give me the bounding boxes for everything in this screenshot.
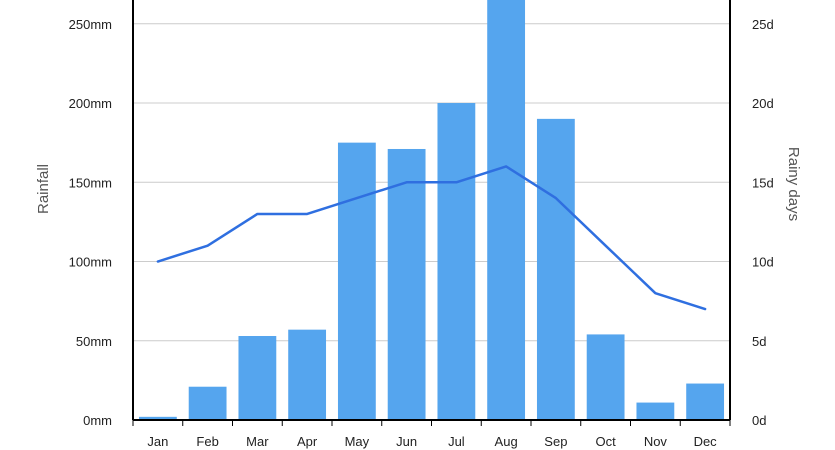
x-tick-label: Nov (644, 434, 668, 449)
y2-tick-label: 5d (752, 334, 766, 349)
x-tick-label: Mar (246, 434, 269, 449)
bar-feb (188, 386, 227, 420)
bar-dec (686, 383, 725, 420)
y-tick-label: 100mm (69, 255, 112, 270)
x-tick-label: Dec (694, 434, 718, 449)
rainy-days-line (156, 165, 707, 311)
y-tick-label: 250mm (69, 17, 112, 32)
y2-tick-label: 25d (752, 17, 774, 32)
x-tick-label: Apr (297, 434, 318, 449)
y2-tick-label: 0d (752, 413, 766, 428)
x-tick-label: May (345, 434, 370, 449)
bar-aug (487, 0, 526, 420)
bar-nov (636, 402, 675, 420)
x-tick-label: Jul (448, 434, 465, 449)
rainfall-bars (138, 0, 725, 421)
bar-jun (387, 148, 426, 420)
y2-tick-label: 15d (752, 175, 774, 190)
y-axis-title: Rainfall (35, 164, 52, 214)
x-tick-label: Jan (147, 434, 168, 449)
tick-labels: 0mm 50mm 100mm 150mm 200mm 250mm 0d 5d 10d 15d 20d… (69, 17, 774, 449)
bar-sep (536, 118, 575, 421)
y-tick-label: 200mm (69, 96, 112, 111)
y2-axis-title: Rainy days (785, 147, 802, 221)
bar-may (337, 142, 376, 420)
y-tick-label: 0mm (83, 413, 112, 428)
x-tick-label: Sep (544, 434, 567, 449)
y2-tick-label: 20d (752, 96, 774, 111)
rainy-days-line-group (156, 165, 707, 311)
x-tick-label: Feb (196, 434, 218, 449)
x-tick-label: Jun (396, 434, 417, 449)
x-tick-label: Aug (495, 434, 518, 449)
bar-apr (288, 329, 327, 420)
y-tick-label: 50mm (76, 334, 112, 349)
bar-oct (586, 334, 625, 420)
x-tick-label: Oct (596, 434, 617, 449)
y-tick-label: 150mm (69, 175, 112, 190)
bar-mar (238, 336, 277, 420)
bar-jul (437, 103, 476, 421)
axes (132, 0, 731, 426)
bar-jan (138, 416, 177, 420)
y2-tick-label: 10d (752, 255, 774, 270)
